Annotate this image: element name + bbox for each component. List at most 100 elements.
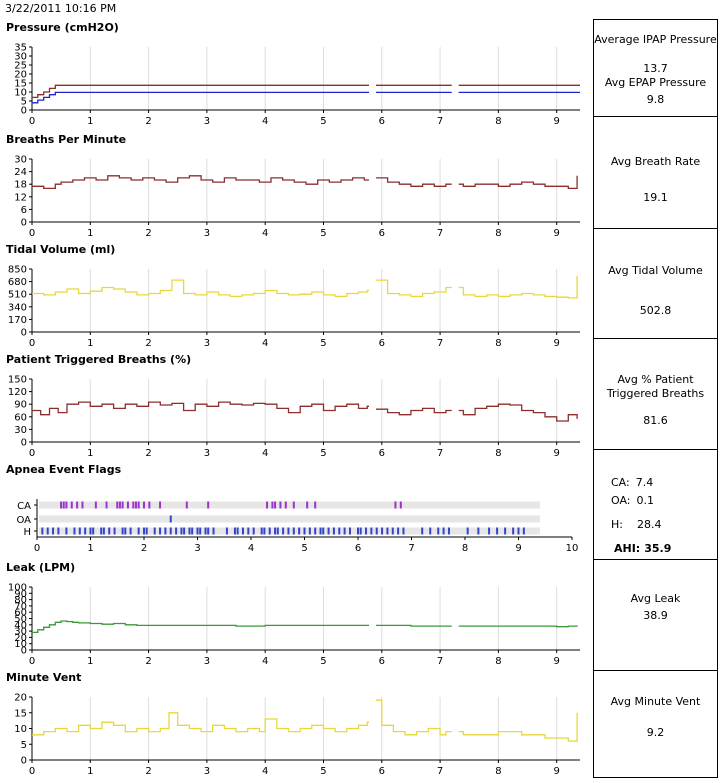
apnea-event-h (421, 527, 424, 535)
apnea-event-h (236, 527, 239, 535)
avg-tidal-volume-label: Avg Tidal Volume (608, 264, 703, 277)
apnea-event-h (308, 527, 311, 535)
pressure-cmh2o-y-tick-label: 10 (14, 88, 27, 99)
apnea-event-h (391, 527, 394, 535)
apnea-x-tick-label: 0 (34, 543, 40, 554)
apnea-event-ca (159, 501, 162, 509)
leak-lpm-x-tick-label: 1 (87, 656, 93, 667)
apnea-event-h (108, 527, 111, 535)
apnea-event-h (365, 527, 368, 535)
avg-epap-label: Avg EPAP Pressure (604, 76, 707, 89)
pressure-summary: Average IPAP Pressure 13.7 Avg EPAP Pres… (594, 20, 717, 117)
tidal-volume-ml-x-tick-label: 8 (495, 338, 501, 349)
apnea-event-h (260, 527, 263, 535)
apnea-event-h (343, 527, 346, 535)
ca-index-label: CA: (611, 476, 630, 489)
apnea-event-ca (65, 501, 68, 509)
apnea-event-h (175, 527, 178, 535)
apnea-event-h (274, 527, 277, 535)
apnea-event-h (386, 527, 389, 535)
apnea-event-ca (126, 501, 129, 509)
leak-lpm-x-tick-label: 8 (495, 656, 501, 667)
breaths-per-minute-y-tick-label: 24 (14, 167, 27, 178)
apnea-x-tick-label: 6 (355, 543, 361, 554)
tidal-volume-ml-x-tick-label: 5 (320, 338, 326, 349)
apnea-event-h (241, 527, 244, 535)
avg-minute-vent-value: 9.2 (646, 726, 665, 739)
pressure-cmh2o-y-tick-label: 5 (21, 97, 27, 108)
apnea-event-h (263, 527, 266, 535)
oa-index-value: 0.1 (636, 494, 655, 507)
apnea-event-h (159, 527, 162, 535)
leak-summary: Avg Leak 38.9 (594, 560, 717, 671)
breaths-per-minute-x-tick-label: 5 (320, 228, 326, 239)
apnea-event-h (84, 527, 87, 535)
apnea-event-ca (148, 501, 151, 509)
avg-breath-rate-label: Avg Breath Rate (610, 155, 701, 168)
leak-lpm-y-tick-label: 10 (14, 639, 27, 650)
leak-lpm-x-tick-label: 2 (145, 656, 151, 667)
apnea-event-h (322, 527, 325, 535)
apnea-x-tick-label: 8 (462, 543, 468, 554)
apnea-event-h (252, 527, 255, 535)
apnea-event-ca (279, 501, 282, 509)
leak-lpm-series-0-line (32, 620, 369, 634)
apnea-event-h (92, 527, 95, 535)
apnea-event-h (124, 527, 127, 535)
apnea-event-h (129, 527, 132, 535)
minute-vent-x-tick-label: 5 (320, 766, 326, 777)
apnea-event-ca (185, 501, 188, 509)
apnea-event-h (488, 527, 491, 535)
avg-breath-rate-value: 19.1 (643, 191, 668, 204)
apnea-x-tick-label: 10 (566, 543, 579, 554)
tidal-volume-ml-y-tick-label: 340 (8, 302, 27, 313)
pressure-cmh2o-x-tick-label: 6 (379, 116, 385, 127)
apnea-event-h (314, 527, 317, 535)
apnea-event-h (292, 527, 295, 535)
apnea-event-h (137, 527, 140, 535)
tidal-volume-ml-x-tick-label: 4 (262, 338, 268, 349)
breaths-per-minute-title: Breaths Per Minute (6, 133, 126, 146)
leak-lpm-y-tick-label: 60 (14, 608, 27, 619)
apnea-event-ca (76, 501, 79, 509)
apnea-event-h (102, 527, 105, 535)
apnea-event-flags-title: Apnea Event Flags (6, 463, 122, 476)
breaths-per-minute-x-tick-label: 7 (437, 228, 443, 239)
avg-epap-value: 9.8 (646, 93, 665, 106)
breath-rate-summary: Avg Breath Rate 19.1 (594, 117, 717, 229)
apnea-event-ca (143, 501, 145, 509)
apnea-event-ca (137, 501, 140, 509)
pressure-cmh2o-y-tick-label: 35 (14, 43, 27, 54)
pressure-cmh2o-y-tick-label: 30 (14, 52, 27, 63)
minute-vent-series-0-line (376, 699, 452, 736)
avg-minute-vent-label: Avg Minute Vent (610, 695, 701, 708)
apnea-row-track-ca (39, 501, 540, 509)
breaths-per-minute-y-tick-label: 0 (21, 218, 27, 229)
apnea-event-h (447, 527, 450, 535)
pressure-cmh2o-x-tick-label: 4 (262, 116, 268, 127)
summary-sidebar: Average IPAP Pressure 13.7 Avg EPAP Pres… (593, 19, 718, 778)
leak-lpm-y-tick-label: 70 (14, 601, 27, 612)
pressure-cmh2o-series-0-line (32, 84, 369, 99)
apnea-event-h (225, 527, 228, 535)
avg-ipap-value: 13.7 (643, 62, 668, 75)
apnea-event-h (164, 527, 167, 535)
apnea-event-h (247, 527, 250, 535)
apnea-event-ca (306, 501, 309, 509)
patient-triggered-breaths-title: Patient Triggered Breaths (%) (6, 353, 191, 366)
ca-index-value: 7.4 (635, 476, 654, 489)
apnea-event-h (153, 527, 156, 535)
apnea-event-h (145, 527, 148, 535)
apnea-event-ca (118, 501, 121, 509)
apnea-event-h (287, 527, 290, 535)
apnea-event-h (143, 527, 145, 535)
tidal-volume-ml-y-tick-label: 170 (8, 315, 27, 326)
apnea-event-h (359, 527, 362, 535)
apnea-event-h (65, 527, 68, 535)
apnea-event-ca (116, 501, 119, 509)
breaths-per-minute-x-tick-label: 3 (204, 228, 210, 239)
leak-lpm-title: Leak (LPM) (6, 561, 75, 574)
apnea-event-h (183, 527, 186, 535)
h-index-label: H: (611, 518, 623, 531)
